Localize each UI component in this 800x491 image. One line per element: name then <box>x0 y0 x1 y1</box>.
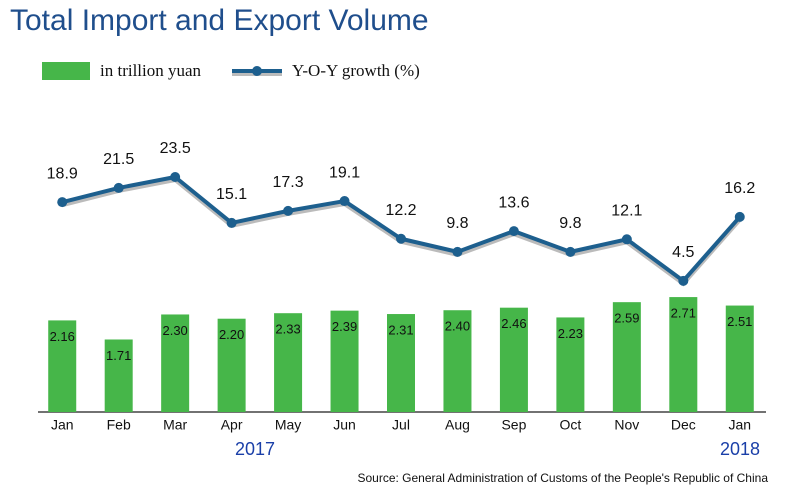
bar <box>499 307 528 412</box>
chart-title: Total Import and Export Volume <box>10 4 429 37</box>
legend-label: in trillion yuan <box>100 61 202 80</box>
data-label: 9.8 <box>559 215 581 232</box>
line-marker <box>283 205 294 216</box>
data-label: 2.40 <box>445 319 470 334</box>
data-label: 15.1 <box>216 186 247 203</box>
line-marker <box>113 182 124 193</box>
line-marker <box>57 197 68 208</box>
line-marker <box>226 217 237 228</box>
x-tick-label: Dec <box>671 417 696 433</box>
bar <box>669 297 698 412</box>
x-tick-label: Jan <box>51 417 74 433</box>
data-label: 2.46 <box>501 316 526 331</box>
line-marker <box>170 172 181 182</box>
bar <box>104 339 133 412</box>
bar <box>725 305 754 412</box>
bar <box>387 314 415 412</box>
line-marker <box>339 196 350 207</box>
legend-marker <box>252 66 262 76</box>
bar <box>443 310 472 412</box>
bar <box>161 314 190 412</box>
data-label: 12.2 <box>385 202 416 219</box>
bar <box>217 318 246 412</box>
line-marker <box>678 275 689 286</box>
x-tick-label: Jul <box>392 417 410 433</box>
data-label: 2.23 <box>558 326 583 341</box>
x-tick-label: Jun <box>333 417 356 433</box>
data-label: 2.39 <box>332 319 357 334</box>
legend-label: Y-O-Y growth (%) <box>292 61 420 80</box>
data-label: 18.9 <box>47 165 78 182</box>
data-label: 2.51 <box>727 314 752 329</box>
x-tick-label: Aug <box>445 417 470 433</box>
data-label: 4.5 <box>672 244 694 261</box>
bar <box>48 320 77 412</box>
line-marker <box>621 234 632 245</box>
line-marker <box>734 211 745 222</box>
line-marker <box>565 246 576 257</box>
data-label: 23.5 <box>160 140 191 157</box>
bar <box>612 302 641 412</box>
data-label: 1.71 <box>106 348 131 363</box>
x-tick-label: Sep <box>501 417 526 433</box>
line-marker <box>396 233 406 244</box>
year-label: 2017 <box>235 439 275 459</box>
data-label: 13.6 <box>498 194 529 211</box>
bar <box>556 317 585 412</box>
x-tick-label: May <box>275 417 301 433</box>
data-label: 2.59 <box>614 311 639 326</box>
data-label: 12.1 <box>611 203 642 220</box>
data-label: 2.31 <box>388 322 413 337</box>
data-label: 2.30 <box>162 323 187 338</box>
data-label: 9.8 <box>446 215 468 232</box>
x-tick-label: Feb <box>107 417 131 433</box>
legend-swatch-bar <box>42 62 90 80</box>
x-tick-label: Oct <box>559 417 581 433</box>
x-tick-label: Apr <box>221 417 243 433</box>
line-marker <box>452 246 463 257</box>
data-label: 2.16 <box>50 329 75 344</box>
x-tick-label: Mar <box>163 417 187 433</box>
line-marker <box>508 226 519 237</box>
source: Source: General Administration of Custom… <box>357 471 768 485</box>
data-label: 2.71 <box>671 306 696 321</box>
data-label: 17.3 <box>273 174 304 191</box>
x-tick-label: Nov <box>614 417 639 433</box>
bar <box>330 310 359 412</box>
data-label: 2.20 <box>219 327 244 342</box>
bar <box>274 313 303 412</box>
year-label: 2018 <box>720 439 760 459</box>
data-label: 19.1 <box>329 164 360 181</box>
line <box>61 175 742 283</box>
data-label: 2.33 <box>275 322 300 337</box>
data-label: 21.5 <box>103 151 134 168</box>
x-tick-label: Jan <box>728 417 751 433</box>
data-label: 16.2 <box>724 180 755 197</box>
line-shadow <box>61 177 742 287</box>
